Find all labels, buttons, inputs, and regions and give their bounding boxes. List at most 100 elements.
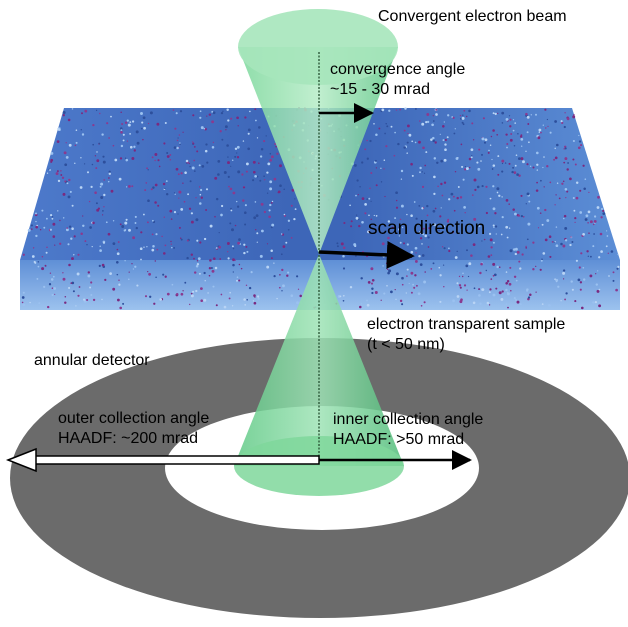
atom-dot [103, 241, 105, 244]
atom-dot [598, 304, 602, 308]
atom-dot [244, 223, 247, 226]
atom-dot [64, 301, 67, 304]
atom-dot [543, 156, 545, 158]
atom-dot [240, 267, 243, 270]
atom-dot [46, 217, 48, 220]
atom-dot [410, 271, 414, 275]
atom-dot [188, 207, 192, 210]
atom-dot [188, 162, 191, 165]
atom-dot [92, 298, 96, 302]
atom-dot [52, 275, 55, 278]
atom-dot [51, 215, 54, 218]
atom-dot [62, 272, 64, 274]
atom-dot [246, 299, 248, 301]
atom-dot [441, 246, 444, 248]
atom-dot [70, 237, 73, 240]
atom-dot [375, 133, 378, 137]
atom-dot [281, 290, 283, 292]
atom-dot [399, 108, 402, 111]
atom-dot [121, 225, 125, 228]
atom-dot [555, 278, 559, 282]
atom-dot [102, 160, 106, 164]
atom-dot [176, 139, 179, 142]
atom-dot [35, 220, 37, 223]
arrows [5, 103, 472, 473]
atom-dot [254, 119, 257, 122]
atom-dot [246, 250, 249, 253]
atom-dot [190, 253, 193, 256]
atom-dot [180, 292, 184, 296]
atom-dot [510, 133, 513, 135]
atom-dot [100, 196, 104, 199]
atom-dot [211, 120, 215, 124]
atom-dot [583, 187, 586, 190]
atom-dot [71, 227, 74, 230]
atom-dot [432, 262, 435, 265]
atom-dot [179, 110, 183, 113]
atom-dot [368, 230, 370, 233]
atom-dot [175, 293, 179, 296]
atom-dot [183, 200, 186, 203]
atom-dot [203, 271, 206, 275]
atom-dot [99, 249, 102, 252]
atom-dot [413, 201, 416, 203]
atom-dot [369, 187, 371, 190]
atom-dot [538, 128, 542, 132]
atom-dot [180, 238, 183, 241]
atom-dot [417, 292, 421, 296]
atom-dot [554, 156, 558, 160]
atom-dot [386, 268, 389, 270]
atom-dot [294, 198, 296, 200]
atom-dot [439, 300, 442, 303]
atom-dot [538, 131, 541, 133]
atom-dot [587, 210, 591, 214]
atom-dot [390, 125, 393, 128]
atom-dot [492, 185, 495, 188]
atom-dot [456, 282, 459, 285]
atom-dot [491, 158, 493, 161]
atom-dot [460, 143, 463, 146]
atom-dot [254, 201, 257, 203]
atom-dot [444, 148, 447, 152]
atom-dot [143, 126, 146, 130]
atom-dot [131, 263, 133, 265]
atom-dot [465, 167, 469, 171]
atom-dot [126, 140, 129, 142]
atom-dot [182, 290, 184, 292]
atom-dot [37, 265, 40, 268]
atom-dot [462, 123, 465, 126]
atom-dot [191, 141, 194, 143]
atom-dot [280, 233, 283, 235]
atom-dot [540, 259, 543, 262]
atom-dot [214, 176, 218, 180]
atom-dot [504, 162, 507, 164]
atom-dot [426, 204, 429, 208]
atom-dot [421, 122, 425, 126]
atom-dot [290, 294, 294, 297]
atom-dot [459, 196, 463, 199]
atom-dot [212, 285, 215, 288]
atom-dot [234, 147, 238, 151]
atom-dot [428, 227, 431, 230]
atom-dot [410, 250, 414, 254]
atom-dot [599, 232, 603, 236]
atom-dot [144, 295, 148, 298]
atom-dot [575, 259, 578, 262]
atom-dot [129, 133, 131, 135]
atom-dot [384, 132, 386, 135]
atom-dot [151, 156, 154, 159]
atom-dot [493, 273, 497, 277]
atom-dot [398, 235, 401, 237]
atom-dot [387, 271, 390, 275]
atom-dot [220, 111, 224, 115]
atom-dot [94, 191, 97, 194]
atom-dot [439, 133, 441, 135]
atom-dot [468, 166, 471, 169]
atom-dot [60, 170, 62, 172]
atom-dot [486, 301, 490, 305]
atom-dot [142, 138, 144, 141]
atom-dot [617, 253, 619, 256]
atom-dot [451, 231, 454, 234]
atom-dot [520, 194, 523, 197]
